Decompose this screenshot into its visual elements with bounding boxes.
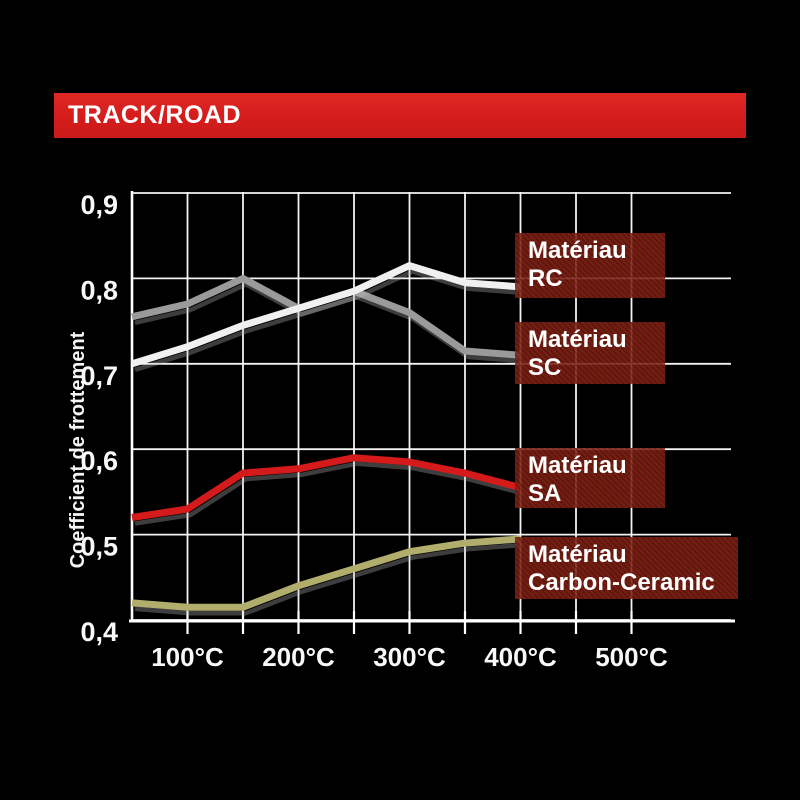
legend-label: RC [528, 265, 563, 292]
curve-shadow [134, 269, 524, 372]
y-tick-label: 0,7 [80, 361, 118, 391]
legend-label: Matériau [528, 237, 627, 264]
legend-materiau-sc: Matériau SC [515, 322, 665, 384]
legend-label: Matériau [528, 541, 627, 568]
y-tick-label: 0,5 [80, 532, 118, 562]
legend-materiau-carbon-ceramic: Matériau Carbon-Ceramic [515, 537, 738, 599]
y-axis-title: Coefficient de frottement [67, 331, 89, 568]
legend-label: SC [528, 354, 562, 381]
legend-materiau-rc: Matériau RC [515, 233, 665, 298]
legend-label: Matériau [528, 452, 627, 479]
y-tick-label: 0,4 [80, 617, 118, 647]
curve-mat-riau-carbon-ceramic [131, 535, 521, 611]
title-banner: TRACK/ROAD [54, 93, 746, 138]
x-tick-label: 300°C [373, 642, 446, 672]
x-tick-label: 200°C [262, 642, 335, 672]
x-tick-label: 500°C [595, 642, 668, 672]
banner-title: TRACK/ROAD [68, 101, 242, 129]
x-tick-label: 100°C [151, 642, 224, 672]
curve-shadow [134, 461, 525, 526]
y-tick-label: 0,6 [80, 446, 118, 476]
y-tick-label: 0,9 [80, 190, 118, 220]
legend-label: Carbon-Ceramic [528, 569, 715, 596]
x-tick-label: 400°C [484, 642, 557, 672]
curve-mat-riau-sa [131, 454, 522, 521]
legend-materiau-sa: Matériau SA [515, 448, 665, 508]
curve-mat-riau-rc [130, 262, 521, 368]
legend-label: SA [528, 480, 562, 507]
curve-shadow [134, 542, 524, 616]
legend-label: Matériau [528, 326, 627, 353]
y-tick-label: 0,8 [80, 275, 118, 305]
